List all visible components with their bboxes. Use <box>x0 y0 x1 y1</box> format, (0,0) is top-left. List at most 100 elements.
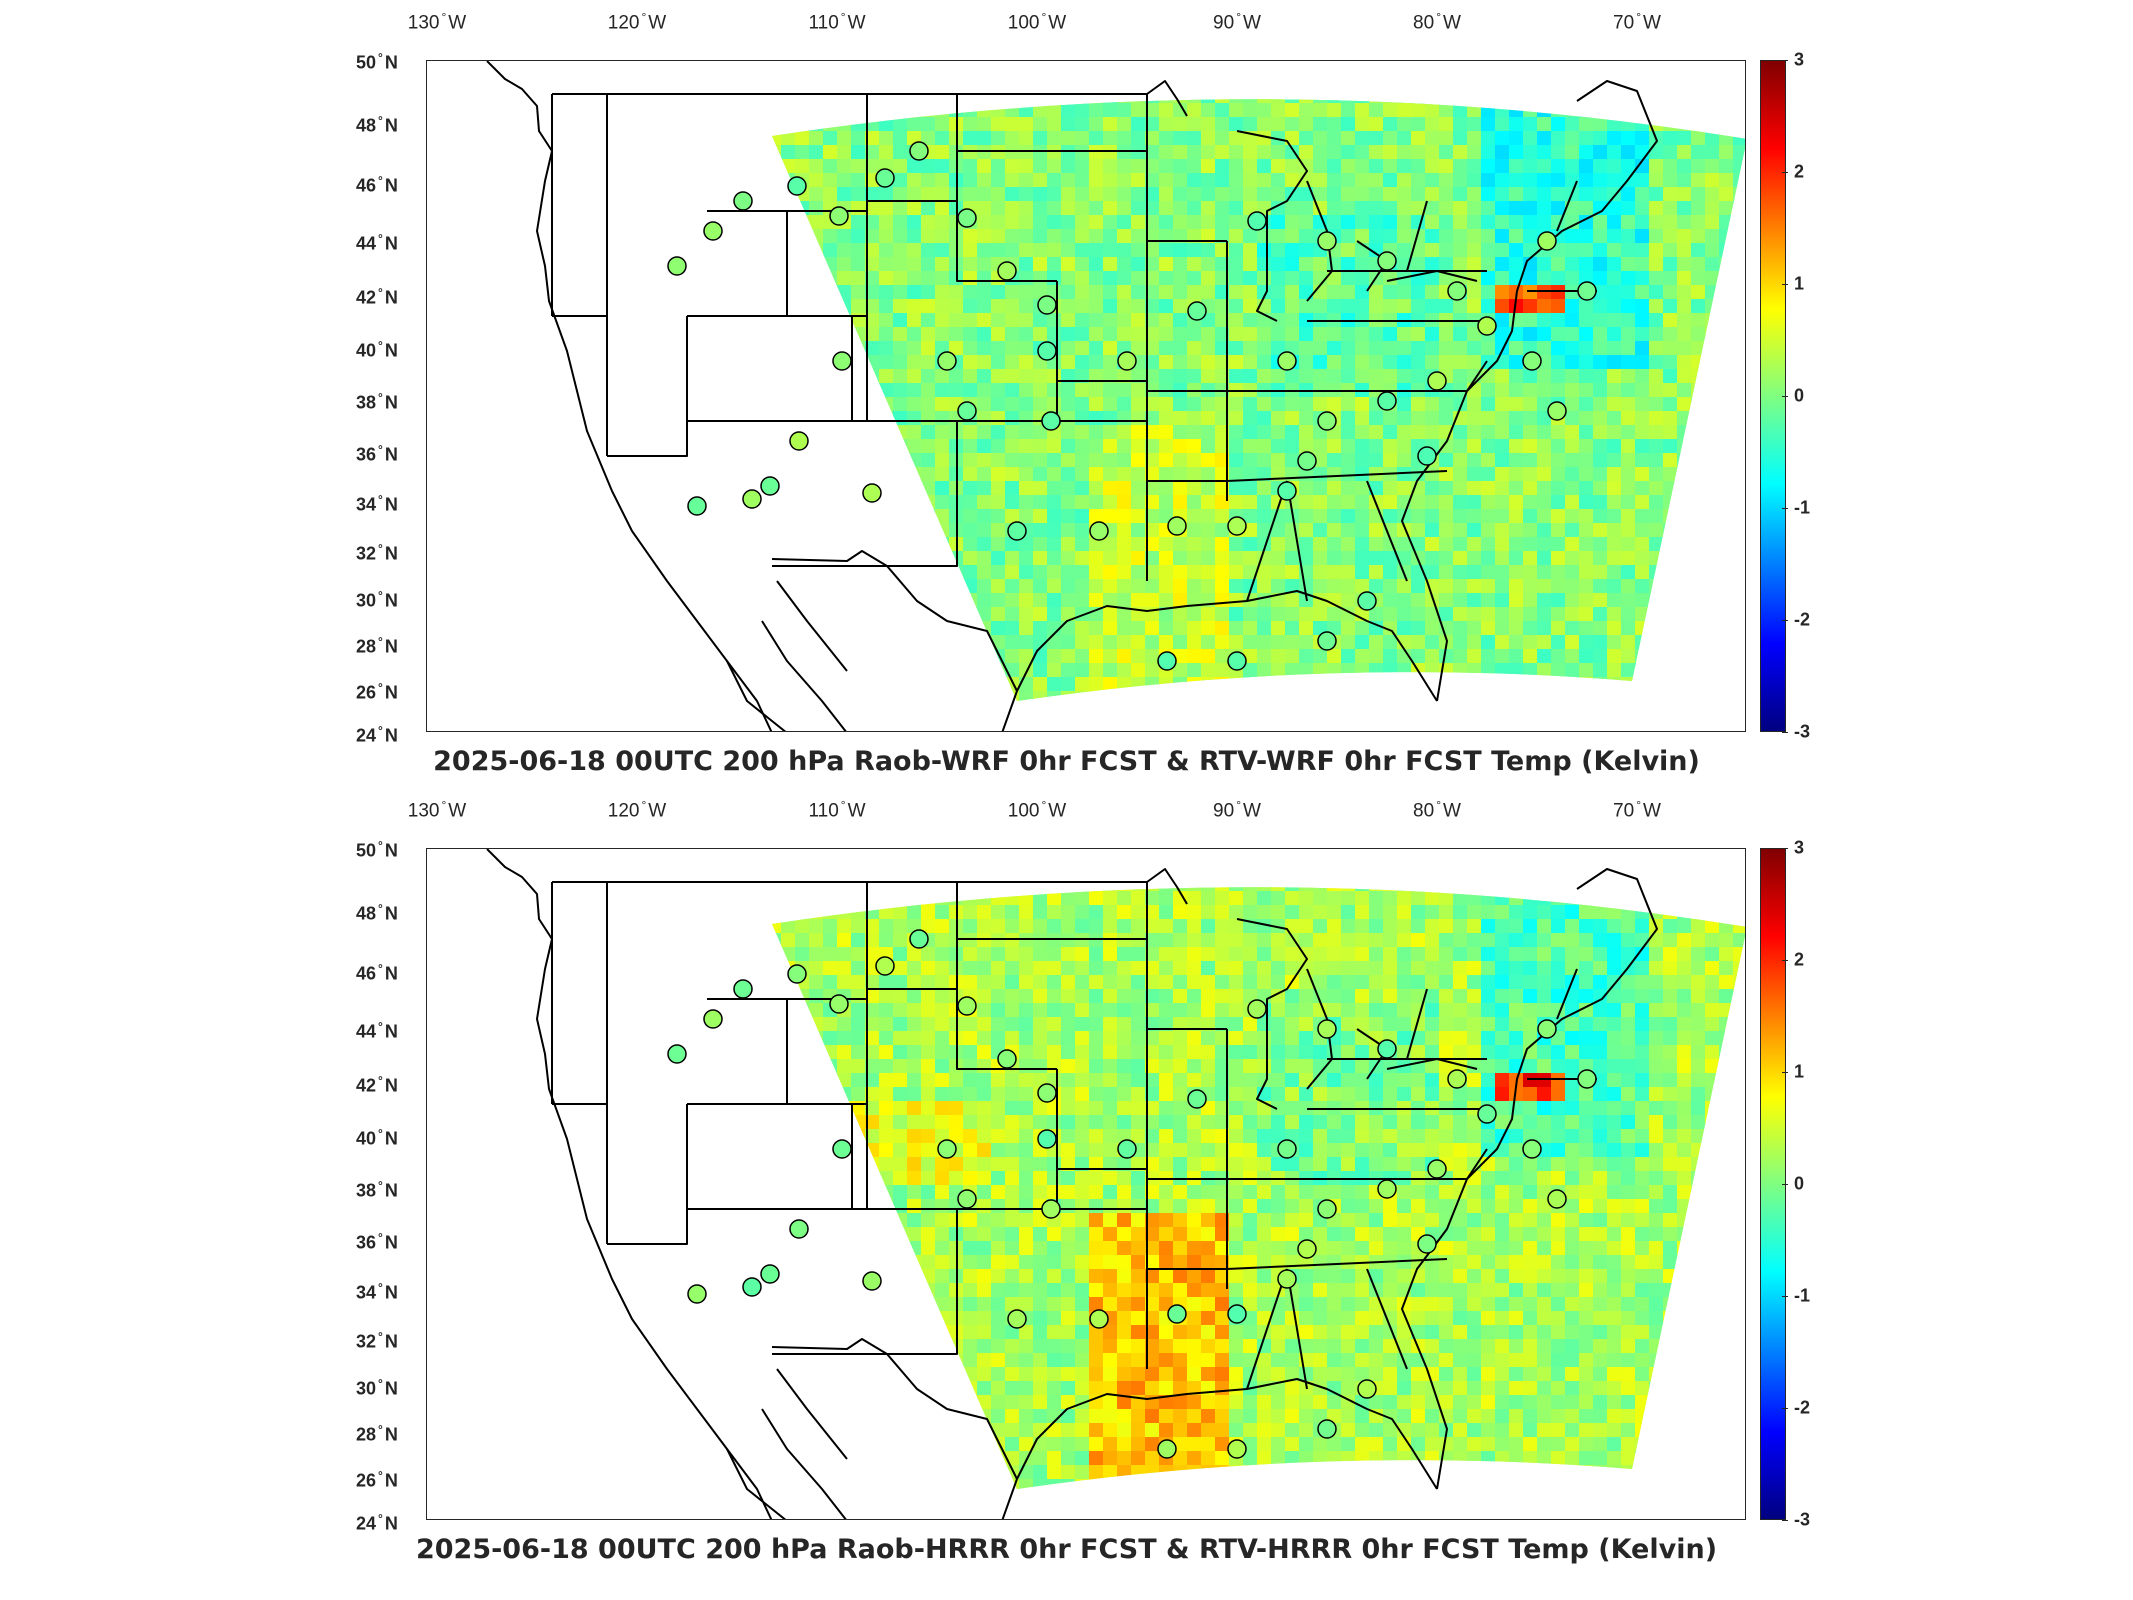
longitude-tick-label: 130 ° W <box>407 10 467 34</box>
longitude-tick-label: 90 ° W <box>1213 10 1261 34</box>
colorbar-tick-mark <box>1782 960 1788 961</box>
raob-station-marker <box>1522 351 1542 371</box>
colorbar-tick-mark <box>1782 1296 1788 1297</box>
latitude-tick-label: 36 ° N <box>356 442 398 465</box>
longitude-tick-label: 100 ° W <box>1007 10 1067 34</box>
map-frame <box>426 848 1746 1520</box>
coastline-2 <box>552 868 1188 905</box>
colorbar-tick-mark <box>1782 508 1788 509</box>
raob-station-marker <box>687 496 707 516</box>
state-border-10 <box>772 1208 958 1355</box>
longitude-tick-label: 100 ° W <box>1007 798 1067 822</box>
raob-station-marker <box>957 1189 977 1209</box>
state-border-8 <box>852 988 957 1105</box>
colorbar-tick-mark <box>1782 284 1788 285</box>
latitude-tick-label: 26 ° N <box>356 680 398 703</box>
latitude-tick-label: 30 ° N <box>356 588 398 611</box>
state-border-22 <box>1226 470 1448 482</box>
map-panel-wrf: 130 ° W 120 ° W 110 ° W 100 ° W 90 ° W 80 ° W 70 ° W 50 ° N 48 °… <box>356 10 1811 777</box>
raob-station-marker <box>1037 295 1057 315</box>
raob-station-marker <box>1297 1239 1317 1259</box>
raob-station-marker <box>1227 1304 1247 1324</box>
raob-station-marker <box>1417 1234 1437 1254</box>
raob-station-marker <box>789 431 809 451</box>
raob-station-marker <box>1117 1139 1137 1159</box>
raob-station-marker <box>829 994 849 1014</box>
raob-station-marker <box>1522 1139 1542 1159</box>
raob-station-marker <box>1577 1069 1597 1089</box>
latitude-tick-label: 32 ° N <box>356 1329 398 1352</box>
raob-station-marker <box>1297 451 1317 471</box>
colorbar-tick-label: 3 <box>1794 49 1805 70</box>
raob-station-marker <box>1041 411 1061 431</box>
colorbar-tick-label: 1 <box>1794 273 1805 294</box>
raob-station-marker <box>957 996 977 1016</box>
coastline-5 <box>771 550 1018 692</box>
latitude-tick-label: 44 ° N <box>356 231 398 254</box>
latitude-tick-label: 38 ° N <box>356 390 398 413</box>
longitude-tick-label: 110 ° W <box>808 10 866 34</box>
raob-station-marker <box>1577 281 1597 301</box>
state-border-18 <box>1057 1208 1227 1270</box>
raob-station-marker <box>1037 1083 1057 1103</box>
raob-station-marker <box>1227 1439 1247 1459</box>
state-border-17 <box>1146 1029 1227 1180</box>
raob-station-marker <box>832 1139 852 1159</box>
raob-station-marker <box>1357 591 1377 611</box>
colorbar-tick-label: 0 <box>1794 385 1805 406</box>
state-border-24 <box>1246 1268 1288 1390</box>
state-border-1 <box>552 882 608 1105</box>
raob-station-marker <box>875 168 895 188</box>
colorbar-tick-label: -2 <box>1794 1397 1811 1418</box>
raob-station-marker <box>1157 651 1177 671</box>
raob-station-marker <box>667 1044 687 1064</box>
state-border-23 <box>1286 1268 1308 1390</box>
colorbar-tick-label: -2 <box>1794 609 1811 630</box>
raob-station-marker <box>1007 1309 1027 1329</box>
colorbar-tick-label: 0 <box>1794 1173 1805 1194</box>
latitude-tick-label: 28 ° N <box>356 1422 398 1445</box>
raob-station-marker <box>1317 631 1337 651</box>
latitude-tick-label: 34 ° N <box>356 492 398 515</box>
raob-station-marker <box>1007 521 1027 541</box>
state-border-24 <box>1246 480 1288 602</box>
raob-station-marker <box>787 176 807 196</box>
raob-station-marker <box>1317 1019 1337 1039</box>
raob-station-marker <box>667 256 687 276</box>
raob-station-marker <box>875 956 895 976</box>
raob-station-marker <box>862 1271 882 1291</box>
longitude-tick-label: 120 ° W <box>607 798 667 822</box>
latitude-tick-label: 50 ° N <box>356 50 398 73</box>
latitude-tick-label: 30 ° N <box>356 1376 398 1399</box>
raob-stations <box>667 929 1597 1459</box>
raob-station-marker <box>1277 351 1297 371</box>
raob-station-marker <box>687 1284 707 1304</box>
state-border-1 <box>552 94 608 317</box>
coastline-4 <box>1001 1378 1438 1519</box>
longitude-tick-label: 70 ° W <box>1613 10 1661 34</box>
state-border-22 <box>1226 1258 1448 1270</box>
colorbar-tick-mark <box>1782 732 1788 733</box>
state-border-25 <box>1366 480 1408 582</box>
colorbar-tick-mark <box>1782 172 1788 173</box>
longitude-tick-label: 70 ° W <box>1613 798 1661 822</box>
raob-station-marker <box>1227 651 1247 671</box>
state-border-31 <box>1556 968 1578 1020</box>
raob-station-marker <box>937 351 957 371</box>
raob-station-marker <box>1477 316 1497 336</box>
state-border-15 <box>1056 281 1148 421</box>
coastline-1 <box>726 1368 848 1519</box>
colorbar-tick-mark <box>1782 1072 1788 1073</box>
temperature-difference-map <box>486 61 1745 731</box>
temperature-difference-map <box>486 849 1745 1519</box>
latitude-tick-label: 48 ° N <box>356 113 398 136</box>
colorbar-tick-label: -3 <box>1794 721 1811 742</box>
raob-station-marker <box>997 261 1017 281</box>
latitude-tick-label: 34 ° N <box>356 1280 398 1303</box>
colorbar <box>1760 60 1786 732</box>
map-panel-hrrr: 130 ° W 120 ° W 110 ° W 100 ° W 90 ° W 80 ° W 70 ° W 50 ° N 48 °… <box>0 788 2133 1588</box>
state-border-28 <box>1406 200 1428 272</box>
raob-station-marker <box>1537 1019 1557 1039</box>
raob-station-marker <box>1277 1139 1297 1159</box>
raob-station-marker <box>1187 1089 1207 1109</box>
